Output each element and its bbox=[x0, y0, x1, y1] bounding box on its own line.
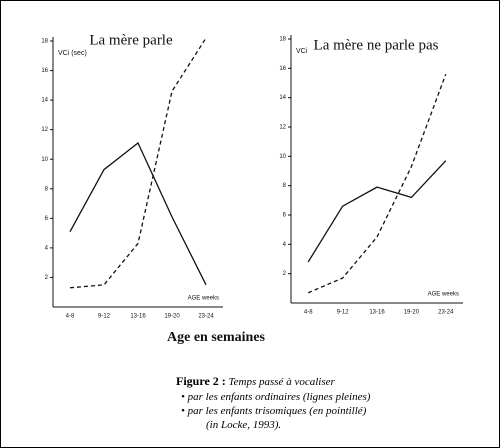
y-tick-label: 16 bbox=[41, 68, 48, 74]
y-tick-label: 16 bbox=[279, 66, 286, 72]
x-axis-label: AGE weeks bbox=[188, 296, 219, 302]
y-tick-label: 12 bbox=[279, 125, 286, 131]
data-line bbox=[307, 73, 447, 294]
x-tick-label: 13-16 bbox=[369, 310, 385, 316]
x-axis-label: AGE weeks bbox=[428, 292, 459, 298]
chart-title: La mère parle bbox=[89, 32, 173, 48]
data-line bbox=[69, 141, 207, 286]
y-axis-label: VCi (sec) bbox=[58, 50, 87, 57]
y-tick-label: 10 bbox=[279, 154, 286, 160]
x-tick-label: 19-20 bbox=[164, 314, 180, 320]
y-tick-label: 10 bbox=[41, 157, 48, 163]
x-tick-label: 19-20 bbox=[404, 310, 420, 316]
chart-title: La mère ne parle pas bbox=[314, 37, 439, 53]
y-tick-label: 4 bbox=[45, 245, 49, 251]
x-axis-title: Age en semaines bbox=[167, 330, 266, 345]
caption-line: • par les enfants ordinaires (lignes ple… bbox=[181, 391, 371, 403]
y-tick-label: 4 bbox=[283, 242, 287, 248]
y-tick-label: 12 bbox=[41, 127, 48, 133]
x-tick-label: 9-12 bbox=[337, 310, 350, 316]
y-tick-label: 14 bbox=[279, 95, 286, 101]
caption-label: Figure 2 : bbox=[176, 374, 226, 388]
x-tick-label: 4-8 bbox=[66, 314, 75, 320]
caption-line: (in Locke, 1993). bbox=[206, 419, 282, 431]
y-tick-label: 18 bbox=[41, 39, 48, 45]
y-tick-label: 8 bbox=[283, 183, 287, 189]
x-tick-label: 9-12 bbox=[98, 314, 111, 320]
caption: Figure 2 : Temps passé à vocaliser bbox=[176, 374, 335, 389]
data-line bbox=[307, 160, 447, 263]
caption-line: Temps passé à vocaliser bbox=[228, 376, 335, 388]
y-tick-label: 8 bbox=[45, 186, 49, 192]
y-tick-label: 14 bbox=[41, 98, 48, 104]
x-tick-label: 23-24 bbox=[438, 310, 454, 316]
y-tick-label: 18 bbox=[279, 37, 286, 43]
caption-line: • par les enfants trisomiques (en pointi… bbox=[181, 405, 367, 417]
y-tick-label: 6 bbox=[45, 216, 49, 222]
x-tick-label: 13-16 bbox=[130, 314, 146, 320]
y-axis-label: VCi bbox=[296, 48, 308, 55]
y-tick-label: 2 bbox=[45, 275, 49, 281]
x-tick-label: 4-8 bbox=[304, 310, 313, 316]
y-tick-label: 6 bbox=[283, 213, 287, 219]
x-tick-label: 23-24 bbox=[198, 314, 214, 320]
data-line bbox=[69, 37, 207, 289]
y-tick-label: 2 bbox=[283, 271, 287, 277]
